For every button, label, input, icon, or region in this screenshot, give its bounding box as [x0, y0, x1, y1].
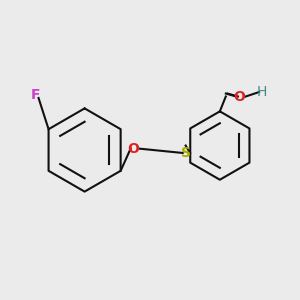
- Text: O: O: [233, 89, 245, 103]
- Text: H: H: [256, 85, 267, 99]
- Text: O: O: [128, 142, 140, 155]
- Text: S: S: [181, 146, 191, 160]
- Text: F: F: [31, 88, 40, 102]
